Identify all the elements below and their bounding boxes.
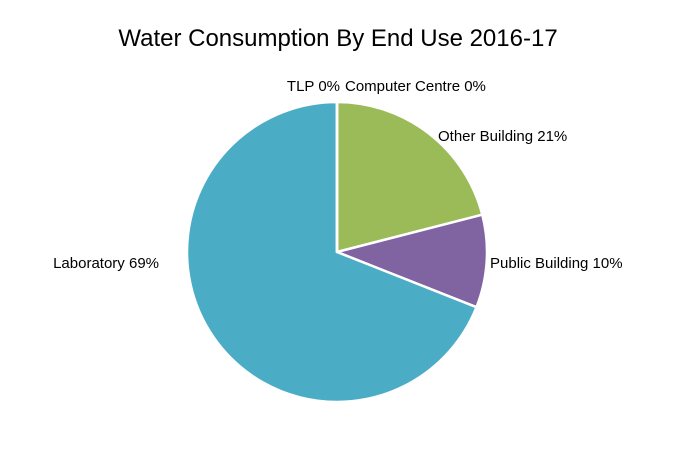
pie-slice-public-building [335,213,489,309]
chart-title: Water Consumption By End Use 2016-17 [118,25,557,52]
slice-label-public-building: Public Building 10% [490,255,623,272]
pie-slice-other-building [335,100,484,254]
pie-slices [185,100,489,404]
slice-label-tlp: TLP 0% [287,78,340,95]
slice-label-computer-centre: Computer Centre 0% [345,78,486,95]
pie-slice-laboratory [185,100,478,404]
slice-label-other-building: Other Building 21% [438,128,567,145]
slice-label-laboratory: Laboratory 69% [53,255,159,272]
pie-labels: Other Building 21% Public Building 10% L… [53,78,623,272]
